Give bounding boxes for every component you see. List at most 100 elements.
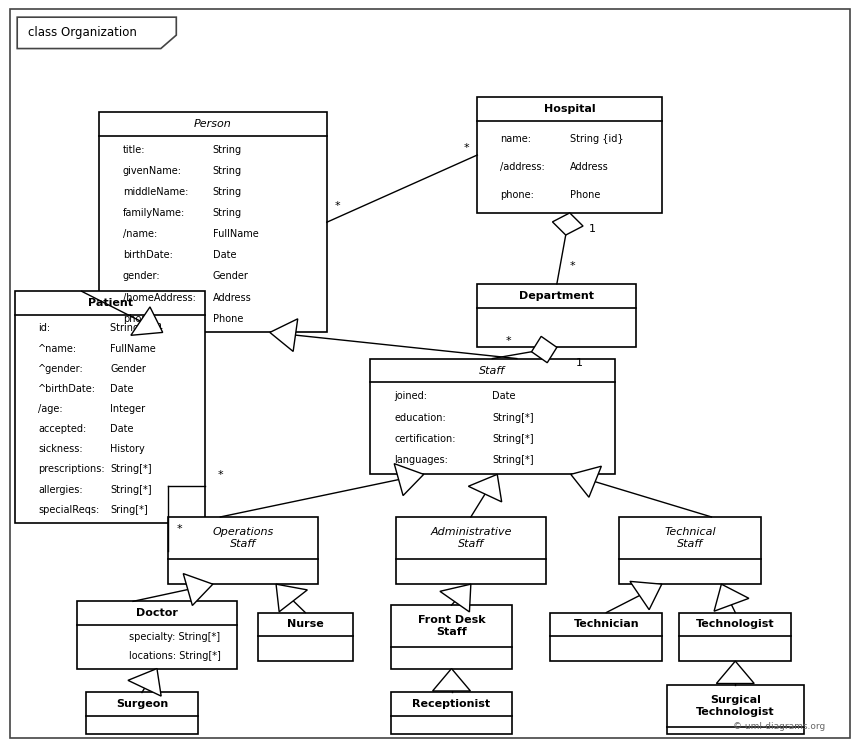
Text: /age:: /age: xyxy=(39,404,63,414)
Text: phone:: phone: xyxy=(123,314,157,323)
Text: specialty: String[*]: specialty: String[*] xyxy=(129,633,220,642)
Text: sickness:: sickness: xyxy=(39,444,83,454)
Text: Patient: Patient xyxy=(88,298,132,309)
Text: *: * xyxy=(570,261,575,271)
Text: String[*]: String[*] xyxy=(110,465,151,474)
Text: Hospital: Hospital xyxy=(544,104,596,114)
Text: *: * xyxy=(464,143,470,152)
Text: String[*]: String[*] xyxy=(492,413,534,423)
Text: ^birthDate:: ^birthDate: xyxy=(39,384,96,394)
Text: Nurse: Nurse xyxy=(287,619,323,630)
Text: middleName:: middleName: xyxy=(123,187,188,197)
Text: allergies:: allergies: xyxy=(39,485,83,495)
Text: Date: Date xyxy=(492,391,516,401)
Text: String: String xyxy=(213,145,242,155)
Text: History: History xyxy=(110,444,144,454)
Polygon shape xyxy=(714,584,749,611)
Text: Front Desk
Staff: Front Desk Staff xyxy=(418,616,485,636)
Text: Staff: Staff xyxy=(479,365,506,376)
Polygon shape xyxy=(716,661,754,684)
Text: String: String xyxy=(213,166,242,176)
Text: Surgeon: Surgeon xyxy=(116,699,168,710)
Bar xyxy=(477,97,662,213)
Text: certification:: certification: xyxy=(395,434,456,444)
Text: Department: Department xyxy=(519,291,594,301)
Text: 1: 1 xyxy=(576,358,583,368)
Polygon shape xyxy=(433,669,470,691)
Text: ^gender:: ^gender: xyxy=(39,364,84,374)
Polygon shape xyxy=(17,17,176,49)
Text: Phone: Phone xyxy=(570,190,600,199)
Bar xyxy=(391,692,512,734)
Text: *: * xyxy=(335,200,341,211)
Text: /address:: /address: xyxy=(500,162,544,172)
Text: String {id}: String {id} xyxy=(570,134,624,144)
Polygon shape xyxy=(183,574,213,606)
Text: education:: education: xyxy=(395,413,446,423)
Text: Receptionist: Receptionist xyxy=(413,699,490,710)
Bar xyxy=(168,517,318,584)
Text: *: * xyxy=(506,335,511,346)
Text: phone:: phone: xyxy=(500,190,534,199)
Text: Technologist: Technologist xyxy=(696,619,775,630)
Text: class Organization: class Organization xyxy=(28,26,137,40)
Bar xyxy=(391,605,512,669)
Text: Person: Person xyxy=(194,119,231,129)
Bar xyxy=(396,517,546,584)
Text: String: String xyxy=(213,187,242,197)
Bar xyxy=(86,692,198,734)
Text: prescriptions:: prescriptions: xyxy=(39,465,105,474)
Bar xyxy=(77,601,236,669)
Bar xyxy=(666,685,804,734)
Text: *: * xyxy=(176,524,182,534)
Polygon shape xyxy=(469,474,501,502)
Text: ^name:: ^name: xyxy=(39,344,77,353)
Text: Technician: Technician xyxy=(574,619,639,630)
Text: languages:: languages: xyxy=(395,456,448,465)
Text: familyName:: familyName: xyxy=(123,208,185,218)
Text: Technical
Staff: Technical Staff xyxy=(664,527,716,548)
Text: Gender: Gender xyxy=(213,271,249,282)
Text: givenName:: givenName: xyxy=(123,166,182,176)
Text: /homeAddress:: /homeAddress: xyxy=(123,293,196,303)
Text: *: * xyxy=(218,470,224,480)
Text: String[*]: String[*] xyxy=(492,434,534,444)
Text: locations: String[*]: locations: String[*] xyxy=(129,651,221,661)
Polygon shape xyxy=(131,307,163,335)
Text: Doctor: Doctor xyxy=(136,608,178,619)
Text: FullName: FullName xyxy=(110,344,156,353)
Polygon shape xyxy=(630,581,662,610)
Bar xyxy=(550,613,662,661)
Bar xyxy=(370,359,615,474)
Text: String {id}: String {id} xyxy=(110,323,163,333)
Polygon shape xyxy=(571,466,601,498)
Text: String: String xyxy=(213,208,242,218)
Bar xyxy=(15,291,205,523)
Text: Gender: Gender xyxy=(110,364,146,374)
Text: Date: Date xyxy=(110,384,133,394)
Polygon shape xyxy=(552,213,583,235)
Text: FullName: FullName xyxy=(213,229,259,239)
Polygon shape xyxy=(270,319,298,351)
Text: 1: 1 xyxy=(589,223,596,234)
Text: name:: name: xyxy=(500,134,531,144)
Bar xyxy=(619,517,761,584)
Text: © uml-diagrams.org: © uml-diagrams.org xyxy=(734,722,826,731)
Text: gender:: gender: xyxy=(123,271,161,282)
Text: Sring[*]: Sring[*] xyxy=(110,505,148,515)
Bar xyxy=(99,112,327,332)
Text: Address: Address xyxy=(570,162,609,172)
Text: birthDate:: birthDate: xyxy=(123,250,173,260)
Text: Phone: Phone xyxy=(213,314,243,323)
Text: Surgical
Technologist: Surgical Technologist xyxy=(696,695,775,716)
Polygon shape xyxy=(531,336,557,363)
Text: Date: Date xyxy=(213,250,237,260)
Text: id:: id: xyxy=(39,323,51,333)
Bar xyxy=(258,613,353,661)
Text: title:: title: xyxy=(123,145,145,155)
Text: Administrative
Staff: Administrative Staff xyxy=(430,527,512,548)
Polygon shape xyxy=(276,584,307,612)
Text: Integer: Integer xyxy=(110,404,145,414)
Text: Operations
Staff: Operations Staff xyxy=(212,527,273,548)
Text: Address: Address xyxy=(213,293,252,303)
